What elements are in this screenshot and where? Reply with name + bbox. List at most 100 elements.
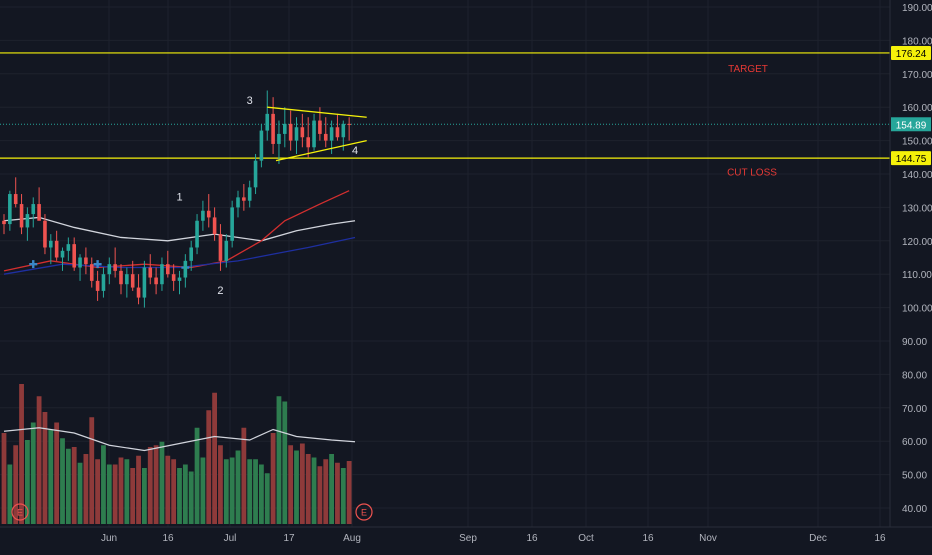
volume-bar (270, 433, 276, 524)
candle-body (253, 160, 258, 188)
volume-bar (65, 448, 71, 524)
candle-body (125, 274, 129, 285)
candle-body (288, 123, 293, 141)
volume-bar (329, 454, 334, 524)
price-level-tag (891, 45, 931, 60)
volume-bar (194, 427, 200, 524)
price-tick-label: 190.00 (902, 3, 932, 14)
volume-bar (142, 468, 147, 524)
candle-body (271, 113, 275, 144)
candle-body (78, 257, 82, 268)
candle-body (236, 197, 240, 208)
candle-body (166, 264, 170, 275)
time-tick-label: Aug (343, 533, 361, 544)
time-tick-label: 16 (874, 533, 886, 544)
price-tick-label: 100.00 (902, 304, 932, 315)
volume-bar (48, 429, 54, 524)
volume-bar (25, 440, 30, 524)
cut-loss-label: CUT LOSS (727, 168, 777, 179)
candle-body (283, 123, 287, 134)
volume-bar (13, 445, 19, 524)
candle-body (171, 274, 176, 281)
price-tick-label: 50.00 (902, 471, 927, 482)
volume-bar (77, 462, 83, 524)
annotations: 1 2 3 4 TARGET CUT LOSS E E (11, 64, 777, 521)
wave-label: 1 (176, 192, 182, 204)
horizontal-levels[interactable]: 176.24 144.75 154.89 (0, 45, 931, 166)
price-tick-label: 170.00 (902, 70, 932, 81)
volume-bar (1, 433, 7, 524)
moving-average-line (3, 216, 356, 242)
price-tick-label: 150.00 (902, 137, 932, 148)
pattern-lower-trendline (275, 139, 367, 162)
candle-body (206, 210, 211, 218)
volume-bar (106, 464, 112, 524)
price-tick-label: 120.00 (902, 237, 932, 248)
candle-body (177, 277, 182, 281)
volume-bar (130, 468, 136, 524)
candle-body (13, 194, 18, 205)
candle-body (265, 113, 270, 131)
volume-bar (253, 459, 258, 524)
candle-body (8, 194, 12, 225)
volume-bar (30, 422, 36, 524)
volume-bar (112, 464, 118, 524)
volume-bar (42, 412, 48, 524)
volume-bar (346, 461, 352, 524)
volume-bar (171, 459, 177, 524)
moving-average-line (3, 236, 356, 275)
candle-body (247, 187, 252, 201)
volume-bar (335, 462, 340, 524)
candle-body (329, 127, 334, 141)
candle-body (37, 204, 41, 221)
price-tick-label: 70.00 (902, 404, 927, 415)
volume-bar (136, 455, 141, 524)
candle-body (95, 280, 100, 291)
time-tick-label: Sep (459, 533, 477, 544)
earnings-marker (355, 503, 373, 521)
volume-bar (177, 468, 182, 524)
volume-bar (159, 441, 165, 524)
candle-body (43, 220, 47, 248)
candle-body (183, 260, 188, 278)
volume-bar (60, 438, 65, 524)
volume-bar (323, 459, 329, 524)
candle-body (341, 123, 346, 138)
volume-bar (147, 447, 153, 524)
earnings-marker-label: E (17, 508, 23, 518)
price-tick-label: 60.00 (902, 437, 927, 448)
volume-bar (259, 464, 264, 524)
volume-moving-average (3, 427, 356, 452)
time-tick-label: 17 (283, 533, 295, 544)
candle-body (195, 220, 199, 248)
triangle-pattern[interactable] (267, 106, 367, 162)
time-tick-label: 16 (162, 533, 174, 544)
volume-bar (218, 445, 223, 524)
candle-body (142, 267, 147, 298)
candle-body (242, 197, 246, 201)
candle-body (25, 214, 30, 228)
target-label: TARGET (728, 64, 768, 75)
price-tick-label: 130.00 (902, 203, 932, 214)
volume-bar (241, 427, 247, 524)
candle-body (294, 127, 299, 141)
volume-bar (229, 457, 235, 524)
candle-body (113, 264, 117, 271)
volume-bar (282, 401, 288, 524)
price-level-label: 176.24 (896, 49, 927, 60)
time-tick-label: 16 (642, 533, 654, 544)
wave-label: 3 (247, 95, 253, 107)
candle-body (318, 120, 322, 134)
candle-body (60, 250, 65, 258)
candle-body (230, 207, 234, 241)
volume-bar (19, 384, 24, 524)
candle-body (189, 247, 193, 261)
volume-bar (264, 473, 270, 524)
candle-body (31, 204, 36, 215)
price-tick-label: 90.00 (902, 337, 927, 348)
last-price-label: 154.89 (896, 120, 927, 131)
candle-body (335, 127, 340, 138)
candle-body (224, 240, 229, 261)
